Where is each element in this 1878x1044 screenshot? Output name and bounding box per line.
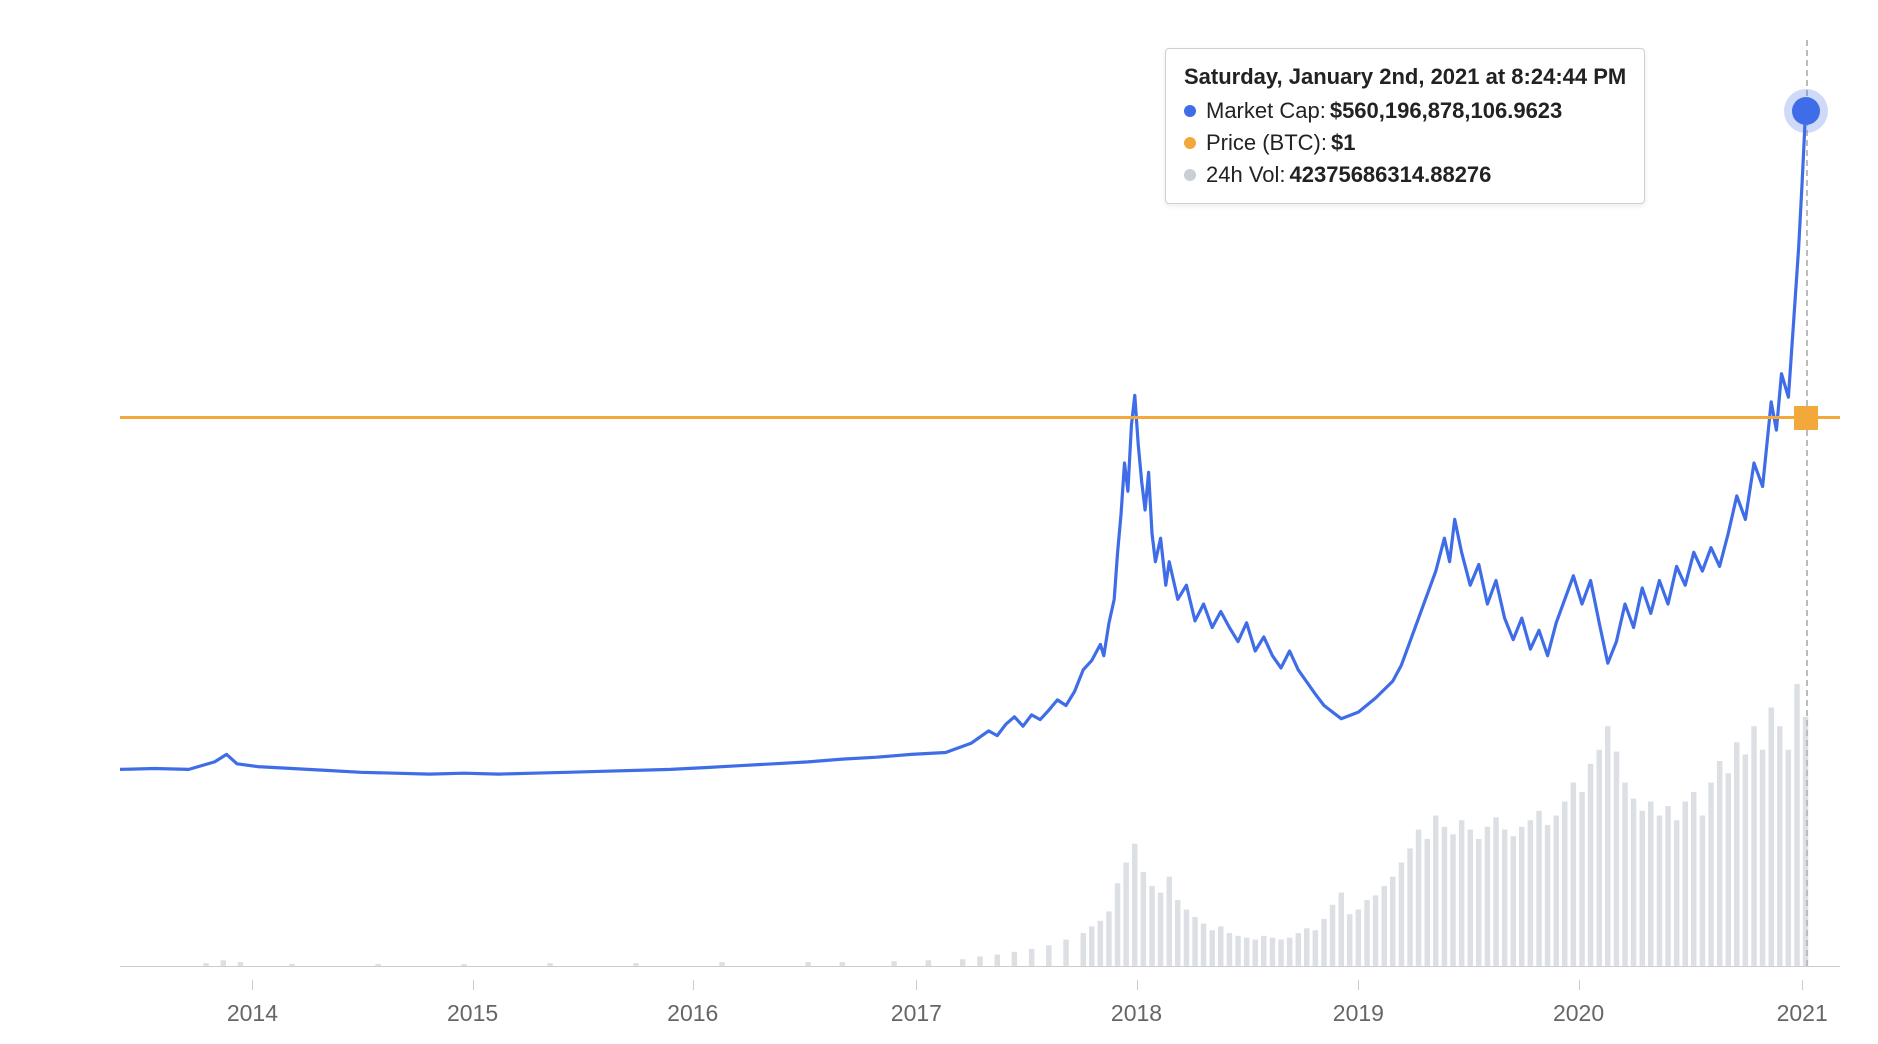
tooltip-label: Market Cap: xyxy=(1206,95,1326,127)
tooltip-row: 24h Vol: 42375686314.88276 xyxy=(1184,159,1626,191)
x-tick-label: 2019 xyxy=(1333,1000,1384,1027)
hover-marker-marketcap-inner xyxy=(1792,97,1820,125)
tooltip-row: Price (BTC): $1 xyxy=(1184,127,1626,159)
tooltip-value: $1 xyxy=(1331,127,1355,159)
x-tick-label: 2017 xyxy=(891,1000,942,1027)
chart-tooltip: Saturday, January 2nd, 2021 at 8:24:44 P… xyxy=(1165,48,1645,204)
x-tick-label: 2015 xyxy=(447,1000,498,1027)
x-tick-mark xyxy=(693,980,694,990)
x-tick-mark xyxy=(473,980,474,990)
price-btc-line xyxy=(120,416,1840,419)
x-axis-baseline xyxy=(120,966,1840,967)
x-axis-labels: 2014 2015 2016 2017 2018 2019 2020 2021 xyxy=(120,1000,1840,1040)
x-tick-label: 2016 xyxy=(667,1000,718,1027)
tooltip-row: Market Cap: $560,196,878,106.9623 xyxy=(1184,95,1626,127)
legend-dot-icon xyxy=(1184,137,1196,149)
x-tick-mark xyxy=(1137,980,1138,990)
tooltip-label: 24h Vol: xyxy=(1206,159,1286,191)
x-tick-mark xyxy=(252,980,253,990)
tooltip-value: $560,196,878,106.9623 xyxy=(1330,95,1562,127)
x-tick-label: 2014 xyxy=(227,1000,278,1027)
x-tick-label: 2018 xyxy=(1111,1000,1162,1027)
x-tick-mark xyxy=(1579,980,1580,990)
tooltip-title: Saturday, January 2nd, 2021 at 8:24:44 P… xyxy=(1184,61,1626,93)
tooltip-label: Price (BTC): xyxy=(1206,127,1327,159)
x-tick-label: 2021 xyxy=(1777,1000,1828,1027)
tooltip-rows: Market Cap: $560,196,878,106.9623Price (… xyxy=(1184,95,1626,191)
x-tick-mark xyxy=(916,980,917,990)
crosshair-line xyxy=(1806,40,1808,966)
legend-dot-icon xyxy=(1184,169,1196,181)
x-tick-mark xyxy=(1802,980,1803,990)
x-tick-label: 2020 xyxy=(1553,1000,1604,1027)
legend-dot-icon xyxy=(1184,105,1196,117)
hover-marker-price xyxy=(1794,406,1818,430)
x-tick-mark xyxy=(1358,980,1359,990)
tooltip-value: 42375686314.88276 xyxy=(1290,159,1492,191)
